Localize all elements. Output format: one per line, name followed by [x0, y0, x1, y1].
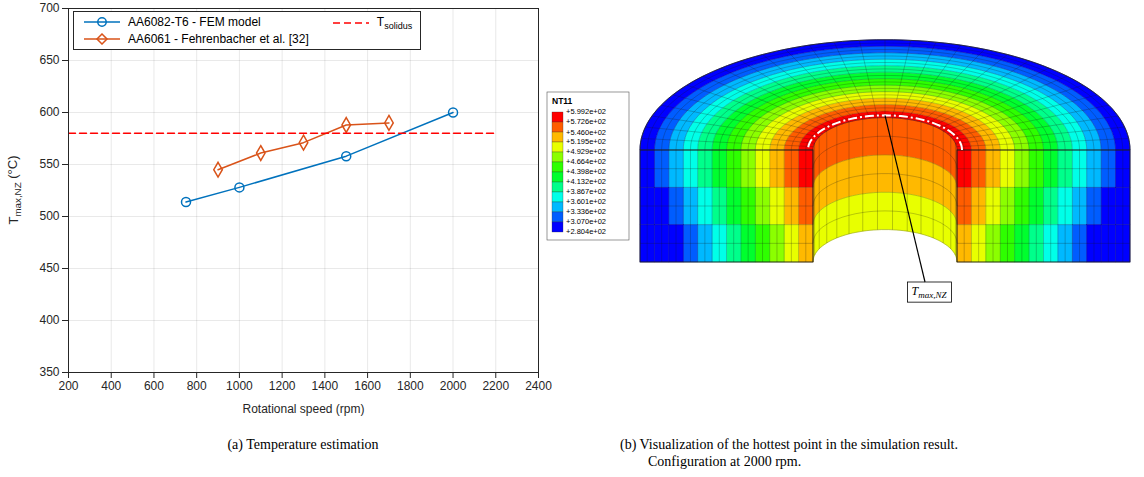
- svg-text:1400: 1400: [312, 379, 339, 393]
- svg-text:650: 650: [39, 53, 59, 67]
- svg-text:+5.460e+02: +5.460e+02: [566, 128, 606, 137]
- svg-text:1000: 1000: [226, 379, 253, 393]
- svg-text:700: 700: [39, 1, 59, 15]
- html-text:AA6082-T6 - FEM model: AA6082-T6 - FEM model: [128, 15, 261, 29]
- html-text:AA6061 - Fehrenbacher et al. [: AA6061 - Fehrenbacher et al. [32]: [128, 32, 309, 46]
- svg-text:2400: 2400: [525, 379, 552, 393]
- svg-text:+3.867e+02: +3.867e+02: [566, 187, 606, 196]
- html-text:Configuration at 2000 rpm.: Configuration at 2000 rpm.: [648, 454, 802, 469]
- html-text:(a) Temperature estimation: (a) Temperature estimation: [227, 437, 379, 452]
- svg-text:Tmax,NZ (°C): Tmax,NZ (°C): [5, 156, 24, 225]
- svg-text:+4.132e+02: +4.132e+02: [566, 177, 606, 186]
- svg-text:+4.664e+02: +4.664e+02: [566, 157, 606, 166]
- svg-text:2200: 2200: [482, 379, 509, 393]
- html-text:Tsolidus: Tsolidus: [376, 15, 413, 32]
- svg-text:+3.070e+02: +3.070e+02: [566, 217, 606, 226]
- html-text:(b) Visualization of the hotte: (b) Visualization of the hottest point i…: [620, 437, 958, 452]
- svg-text:+5.726e+02: +5.726e+02: [566, 117, 606, 126]
- svg-text:1200: 1200: [269, 379, 296, 393]
- svg-text:450: 450: [39, 261, 59, 275]
- svg-text:Tmax,NZ: Tmax,NZ: [912, 284, 948, 300]
- svg-text:+3.601e+02: +3.601e+02: [566, 197, 606, 206]
- svg-text:+4.398e+02: +4.398e+02: [566, 167, 606, 176]
- svg-text:350: 350: [39, 365, 59, 379]
- svg-text:+2.804e+02: +2.804e+02: [566, 227, 606, 236]
- svg-text:2000: 2000: [440, 379, 467, 393]
- svg-text:200: 200: [58, 379, 78, 393]
- svg-text:+3.336e+02: +3.336e+02: [566, 207, 606, 216]
- svg-text:550: 550: [39, 157, 59, 171]
- svg-text:600: 600: [144, 379, 164, 393]
- svg-text:+5.992e+02: +5.992e+02: [566, 107, 606, 116]
- svg-text:500: 500: [39, 209, 59, 223]
- svg-text:1800: 1800: [397, 379, 424, 393]
- svg-text:800: 800: [187, 379, 207, 393]
- svg-text:600: 600: [39, 105, 59, 119]
- svg-text:400: 400: [39, 313, 59, 327]
- svg-text:1600: 1600: [354, 379, 381, 393]
- svg-text:+5.195e+02: +5.195e+02: [566, 137, 606, 146]
- svg-text:Rotational speed (rpm): Rotational speed (rpm): [242, 402, 364, 416]
- svg-text:NT11: NT11: [552, 96, 573, 106]
- svg-text:400: 400: [101, 379, 121, 393]
- svg-text:+4.929e+02: +4.929e+02: [566, 147, 606, 156]
